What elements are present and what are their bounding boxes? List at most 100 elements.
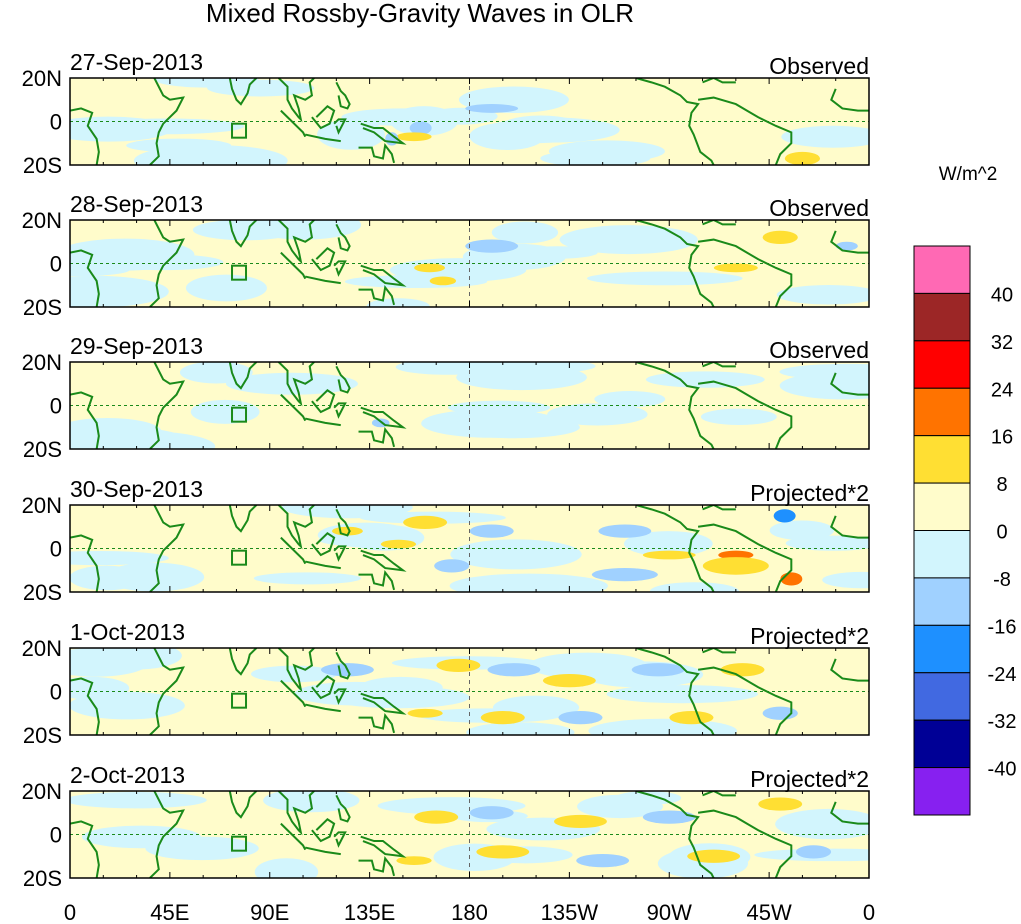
anomaly-contour: [517, 246, 598, 259]
coastline: [311, 246, 336, 272]
anomaly-contour: [784, 151, 821, 165]
island-outline: [231, 264, 248, 281]
y-tick-label: 0: [50, 680, 62, 705]
anomaly-contour: [547, 403, 648, 426]
anomaly-contour: [253, 572, 362, 585]
anomaly-contour: [409, 121, 432, 135]
colorbar-units: W/m^2: [939, 164, 998, 185]
coastline: [149, 78, 185, 165]
anomaly-contour: [70, 116, 173, 142]
colorbar-swatch: [913, 387, 971, 437]
coastline: [830, 230, 869, 254]
coastline: [360, 264, 407, 287]
anomaly-contour: [591, 568, 658, 582]
olr-field: [70, 78, 869, 165]
coastline: [702, 220, 736, 226]
coastline: [70, 534, 100, 592]
anomaly-contour: [669, 711, 714, 725]
coastline: [333, 260, 347, 277]
anomaly-contour: [642, 550, 696, 560]
coastline: [635, 220, 715, 307]
anomaly-contour: [466, 722, 575, 735]
anomaly-contour: [773, 509, 796, 523]
anomaly-contour: [718, 550, 754, 560]
olr-field: [70, 648, 869, 735]
anomaly-contour: [822, 571, 869, 589]
panel-date: 30-Sep-2013: [70, 476, 203, 502]
coastline: [635, 791, 715, 878]
coastline: [311, 531, 336, 557]
coastline: [277, 78, 315, 123]
coastline: [228, 648, 258, 676]
coastline: [277, 362, 315, 407]
anomaly-contour: [649, 582, 740, 592]
coastline: [305, 133, 341, 143]
anomaly-contour: [576, 854, 630, 868]
y-tick-label: 0: [50, 252, 62, 277]
anomaly-contour: [70, 238, 195, 271]
coastline: [358, 284, 396, 306]
anomaly-contour: [380, 539, 417, 549]
panel-kind: Projected*2: [750, 766, 869, 792]
coastline: [702, 362, 736, 368]
panels: 27-Sep-2013 Observed 20N 0 20S 28-Sep-2013 Obs…: [22, 49, 870, 891]
y-tick-label: 20N: [22, 779, 62, 804]
x-tick-label: 90W: [647, 900, 692, 924]
coastline: [635, 505, 715, 592]
anomaly-contour: [434, 559, 470, 573]
coastline: [228, 505, 258, 533]
coastline: [305, 703, 341, 713]
y-tick-label: 0: [50, 537, 62, 562]
x-tick-label: 135W: [541, 900, 599, 924]
panel-date: 29-Sep-2013: [70, 333, 203, 359]
anomaly-contour: [835, 241, 858, 251]
anomaly-contour: [480, 711, 525, 725]
colorbar-swatch: [913, 719, 971, 769]
anomaly-contour: [577, 794, 663, 819]
coastline: [335, 794, 351, 823]
anomaly-contour: [207, 79, 315, 97]
anomaly-contour: [700, 408, 777, 426]
y-tick-label: 20N: [22, 493, 62, 518]
anomaly-contour: [588, 718, 738, 735]
colorbar-label: 8: [996, 474, 1007, 496]
anomaly-contour: [586, 271, 743, 286]
coastline: [280, 109, 307, 138]
anomaly-contour: [645, 371, 765, 388]
island-outline: [231, 549, 248, 566]
anomaly-contour: [407, 708, 443, 718]
panel-date: 28-Sep-2013: [70, 191, 203, 217]
coastline: [635, 362, 715, 449]
colorbar-swatch: [913, 245, 971, 294]
olr-field: [70, 791, 869, 878]
coastline: [311, 104, 336, 130]
colorbar-swatch: [913, 577, 971, 626]
anomaly-contour: [81, 825, 201, 849]
anomaly-contour: [558, 711, 603, 725]
colorbar-label: -16: [988, 616, 1017, 638]
anomaly-contour: [542, 674, 596, 688]
map-panel: 1-Oct-2013 Projected*2 20N 0 20S: [22, 619, 870, 748]
anomaly-contour: [758, 797, 803, 811]
colorbar-swatch: [913, 530, 971, 579]
coastline: [305, 846, 341, 856]
anomaly-contour: [469, 806, 514, 820]
coastline: [280, 393, 307, 422]
colorbar-label: 32: [991, 332, 1013, 354]
coastline: [830, 658, 869, 682]
coastline: [358, 426, 396, 448]
anomaly-contour: [447, 416, 580, 439]
anomaly-contour: [779, 372, 869, 400]
coastline: [830, 515, 869, 539]
anomaly-contour: [70, 275, 169, 307]
coastline: [360, 406, 407, 429]
coastline: [358, 142, 396, 164]
anomaly-contour: [720, 663, 765, 677]
coastline: [277, 220, 315, 265]
x-tick-label: 0: [863, 900, 875, 924]
island-outline: [231, 406, 248, 423]
anomaly-contour: [491, 221, 559, 244]
anomaly-contour: [456, 364, 587, 391]
coastline: [277, 505, 315, 550]
panel-kind: Projected*2: [750, 623, 869, 649]
